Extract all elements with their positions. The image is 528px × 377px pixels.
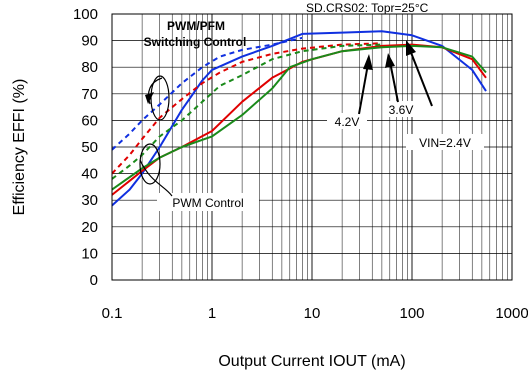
switching-control-label: Switching Control [144, 35, 247, 49]
y-tick-label: 100 [73, 6, 98, 23]
arrow-3-6 [385, 53, 399, 103]
x-tick-label: 0.1 [102, 305, 123, 322]
pwm-control-box [157, 193, 259, 211]
label-4-2-box [327, 113, 367, 129]
y-tick-label: 40 [81, 166, 98, 183]
y-tick-label: 60 [81, 112, 98, 129]
label-3-6-box [384, 101, 418, 117]
label-3-6: 3.6V [389, 103, 414, 117]
y-tick-label: 70 [81, 86, 98, 103]
label-vin-box [406, 134, 484, 150]
arrow-4-2 [358, 54, 373, 115]
series-layer [112, 30, 487, 207]
y-tick-label: 80 [81, 59, 98, 76]
x-tick-label: 1000 [495, 305, 528, 322]
y-tick-labels: 0 10 20 30 40 50 60 70 80 90 100 [73, 6, 98, 289]
y-tick-label: 10 [81, 245, 98, 262]
series-line-vin_4_2_pfm [112, 36, 303, 151]
series-line-vin_2_4_pfm [112, 43, 382, 180]
y-tick-label: 20 [81, 219, 98, 236]
x-tick-label: 1 [208, 305, 216, 322]
series-line-vin_3_6_pfm [112, 42, 382, 175]
y-tick-label: 90 [81, 33, 98, 50]
x-tick-label: 10 [304, 305, 321, 322]
x-tick-labels: 0.1 1 10 100 1000 [102, 305, 528, 322]
pwm-group-indicator [139, 143, 173, 197]
pfm-group-indicator [145, 75, 170, 121]
x-tick-label: 100 [399, 305, 424, 322]
y-tick-label: 0 [90, 272, 98, 289]
pwm-pfm-label: PWM/PFM [167, 19, 225, 33]
plot-frame [111, 13, 513, 281]
pwm-control-label: PWM Control [172, 196, 243, 210]
y-tick-label: 30 [81, 192, 98, 209]
series-line-vin_4_2_pwm [112, 30, 487, 207]
x-axis-label: Output Current IOUT (mA) [218, 353, 405, 370]
label-4-2: 4.2V [335, 115, 360, 129]
chart-title: SD.CRS02: Topr=25°C [306, 1, 429, 15]
series-line-vin_2_4_pwm [112, 44, 487, 191]
y-axis-label: Efficiency EFFI (%) [11, 79, 28, 216]
arrow-vin-2-4 [406, 40, 433, 107]
label-vin-2-4: VIN=2.4V [419, 136, 471, 150]
y-tick-label: 50 [81, 139, 98, 156]
